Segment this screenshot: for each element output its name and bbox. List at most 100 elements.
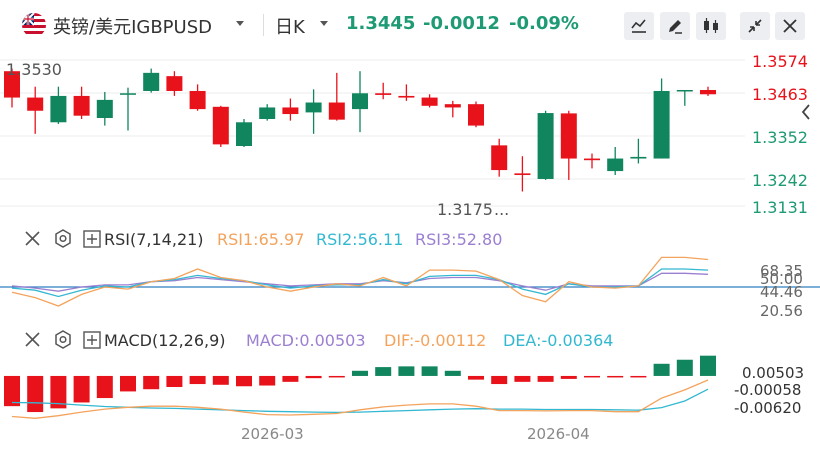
macd-bar <box>73 375 90 403</box>
chevron-left-icon[interactable] <box>800 102 812 122</box>
macd-chart <box>4 355 716 419</box>
candle-body <box>236 122 252 147</box>
macd-bar <box>444 370 461 376</box>
axis-label: 1.3463 <box>752 85 808 104</box>
macd-bar <box>212 375 229 385</box>
candle-body <box>27 97 44 111</box>
uk-flag-icon <box>22 13 46 37</box>
candle-body <box>212 106 229 145</box>
macd-bar <box>676 359 693 376</box>
divider <box>263 14 264 36</box>
macd-bar <box>398 366 415 376</box>
candle-body <box>120 93 136 95</box>
symbol-name: 英镑/美元 <box>53 17 132 38</box>
close-icon[interactable] <box>22 229 44 249</box>
candle-body <box>143 72 160 91</box>
dif-value: DIF:-0.00112 <box>384 331 487 350</box>
candle-body <box>537 113 554 179</box>
symbol-code: IGBPUSD <box>131 17 212 38</box>
candlestick-chart[interactable] <box>0 50 820 226</box>
macd-bar <box>282 375 299 382</box>
candle-body <box>398 95 415 98</box>
candle-body <box>305 102 322 113</box>
macd-value: MACD:0.00503 <box>246 331 366 350</box>
settings-icon[interactable] <box>52 329 74 351</box>
candle-body <box>491 145 508 171</box>
macd-bar <box>607 375 624 378</box>
header-toolbar: 英镑/美元IGBPUSD 日K 1.3445 -0.0012 -0.09% <box>0 0 820 50</box>
close-icon[interactable] <box>22 330 44 350</box>
close-button[interactable] <box>775 12 805 40</box>
plus-box-icon[interactable] <box>82 330 104 350</box>
plus-box-icon[interactable] <box>82 229 104 249</box>
macd-bar <box>236 375 252 387</box>
rsi-axis-label: 50.00 <box>760 270 803 288</box>
candle-body <box>560 113 577 159</box>
symbol-selector[interactable]: 英镑/美元IGBPUSD <box>53 13 212 39</box>
candle-body <box>166 76 183 91</box>
macd-bar <box>328 375 345 378</box>
low-price-leader: ... <box>494 200 510 219</box>
macd-bar <box>700 355 716 376</box>
macd-bar <box>584 375 600 378</box>
chevron-down-icon[interactable] <box>320 21 328 26</box>
draw-button[interactable] <box>660 12 690 40</box>
candle-body <box>282 107 299 115</box>
price-change: -0.0012 <box>423 13 500 34</box>
fullscreen-button[interactable] <box>740 12 770 40</box>
low-price-label: 1.3175 <box>437 200 493 219</box>
macd-bar <box>468 375 484 380</box>
x-axis-label: 2026-04 <box>527 425 590 443</box>
candle-body <box>514 173 531 176</box>
candle-body <box>676 89 693 92</box>
macd-axis-label: 0.00503 <box>742 364 805 382</box>
period-selector[interactable]: 日K <box>275 17 305 38</box>
candle-type-button[interactable] <box>696 12 726 40</box>
close-icon <box>783 19 797 33</box>
macd-axis-label: -0.00620 <box>734 399 802 417</box>
high-price-label: 1.3530 <box>6 60 62 79</box>
rsi-title: RSI(7,14,21) <box>104 230 204 249</box>
rsi1-value: RSI1:65.97 <box>217 230 305 249</box>
macd-bar <box>259 375 276 386</box>
settings-icon[interactable] <box>52 228 74 250</box>
candle-body <box>4 71 20 98</box>
macd-bar <box>50 375 67 409</box>
line-style-button[interactable] <box>624 12 654 40</box>
macd-bar <box>189 375 206 385</box>
macd-bar <box>4 375 20 407</box>
rsi3-line <box>11 272 709 292</box>
axis-label: 1.3574 <box>752 52 808 71</box>
axis-label: 1.3242 <box>752 171 808 190</box>
rsi3-value: RSI3:52.80 <box>415 230 503 249</box>
macd-bar <box>27 375 44 413</box>
rsi-chart <box>0 256 820 307</box>
macd-bar <box>120 375 136 392</box>
macd-bar <box>537 375 554 382</box>
dea-line <box>11 388 709 414</box>
axis-label: 1.3131 <box>752 198 808 217</box>
rsi-axis-label: 68.35 <box>760 262 803 280</box>
pencil-icon <box>669 20 682 34</box>
candle-body <box>259 107 276 119</box>
price-change-percent: -0.09% <box>509 13 579 34</box>
candle-body <box>630 156 647 159</box>
rsi2-value: RSI2:56.11 <box>316 230 404 249</box>
candle-body <box>73 95 90 116</box>
dea-value: DEA:-0.00364 <box>503 331 614 350</box>
rsi1-line <box>11 256 709 307</box>
macd-axis-label: -0.00058 <box>734 381 802 399</box>
chevron-down-icon[interactable] <box>236 21 244 26</box>
macd-bar <box>305 375 322 379</box>
macd-bar <box>166 375 183 387</box>
candle-body <box>653 90 670 159</box>
macd-bar <box>630 375 647 378</box>
candle-body <box>444 104 461 108</box>
macd-bar <box>421 366 438 376</box>
candle-body <box>328 102 345 120</box>
collapse-icon <box>748 19 762 33</box>
macd-bar <box>96 375 113 399</box>
candle-body <box>50 95 67 123</box>
axis-label: 1.3352 <box>752 128 808 147</box>
candle-body <box>607 158 624 172</box>
